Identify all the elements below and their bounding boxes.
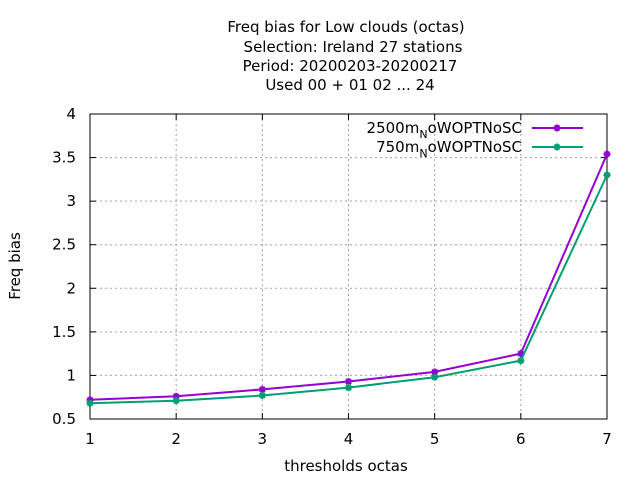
y-axis-ticks: 0.5 1 1.5 2 2.5 3 3.5 4 — [52, 105, 607, 428]
series-2 — [86, 171, 611, 407]
x-tick-label: 3 — [258, 430, 268, 448]
legend-label: 750mNoWOPTNoSC — [376, 138, 522, 160]
x-tick-label: 1 — [85, 430, 95, 448]
x-tick-label: 7 — [602, 430, 612, 448]
y-tick-label: 1.5 — [52, 323, 76, 341]
x-tick-label: 6 — [516, 430, 526, 448]
data-point — [172, 397, 180, 405]
legend-label: 2500mNoWOPTNoSC — [367, 119, 522, 141]
data-point — [86, 399, 94, 407]
plot-frame — [89, 113, 608, 420]
series-layer — [86, 150, 611, 407]
title-line-2: Selection: Ireland 27 stations — [244, 38, 463, 56]
chart-title: Freq bias for Low clouds (octas) Selecti… — [227, 18, 464, 94]
grid-lines — [90, 114, 607, 419]
y-tick-label: 3.5 — [52, 149, 76, 167]
y-tick-label: 4 — [66, 105, 76, 123]
data-point — [603, 171, 611, 179]
y-axis-label: Freq bias — [6, 232, 24, 300]
data-point — [345, 384, 352, 392]
x-tick-label: 5 — [430, 430, 440, 448]
legend-marker — [553, 143, 561, 151]
legend-entry-2: 750mNoWOPTNoSC — [376, 138, 583, 160]
legend-entry-1: 2500mNoWOPTNoSC — [367, 119, 583, 141]
y-tick-label: 1 — [66, 366, 76, 384]
x-tick-label: 4 — [344, 430, 354, 448]
data-point — [258, 385, 266, 393]
y-tick-label: 2 — [66, 279, 76, 297]
x-axis-label: thresholds octas — [284, 457, 408, 475]
title-line-3: Period: 20200203-20200217 — [243, 57, 458, 75]
legend-marker — [553, 124, 561, 132]
title-line-4: Used 00 + 01 02 ... 24 — [265, 76, 434, 94]
data-point — [258, 391, 266, 399]
y-tick-label: 2.5 — [52, 236, 76, 254]
data-point — [517, 357, 525, 365]
data-point — [603, 150, 611, 158]
y-tick-label: 3 — [66, 192, 76, 210]
title-line-1: Freq bias for Low clouds (octas) — [227, 18, 464, 36]
y-tick-label: 0.5 — [52, 410, 76, 428]
x-tick-label: 2 — [171, 430, 181, 448]
data-point — [431, 373, 439, 381]
data-point — [345, 378, 352, 386]
